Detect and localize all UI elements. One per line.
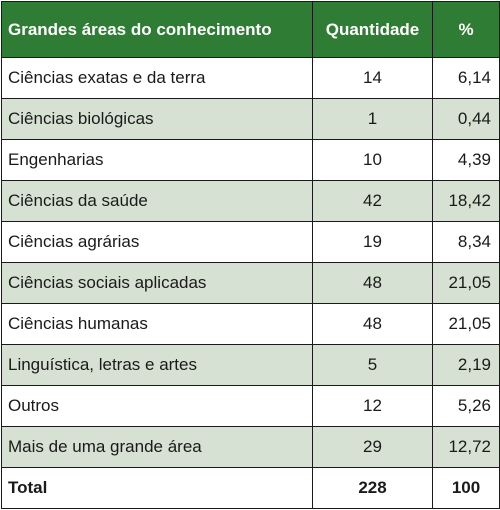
row-percent: 2,19	[432, 344, 500, 386]
row-quantity: 48	[312, 262, 433, 304]
table-row: Mais de uma grande área 29 12,72	[1, 426, 500, 468]
header-row: Grandes áreas do conhecimento Quantidade…	[1, 1, 500, 58]
row-quantity: 1	[312, 98, 433, 140]
row-percent: 5,26	[432, 385, 500, 427]
row-percent: 0,44	[432, 98, 500, 140]
header-area: Grandes áreas do conhecimento	[1, 1, 313, 58]
row-area: Ciências biológicas	[1, 98, 313, 140]
row-percent: 21,05	[432, 262, 500, 304]
row-area: Ciências da saúde	[1, 180, 313, 222]
table-row: Ciências humanas 48 21,05	[1, 303, 500, 345]
row-area: Ciências agrárias	[1, 221, 313, 263]
row-area: Linguística, letras e artes	[1, 344, 313, 386]
row-area: Ciências humanas	[1, 303, 313, 345]
row-quantity: 19	[312, 221, 433, 263]
row-quantity: 14	[312, 57, 433, 99]
row-area: Ciências exatas e da terra	[1, 57, 313, 99]
row-area: Outros	[1, 385, 313, 427]
table-row: Outros 12 5,26	[1, 385, 500, 427]
row-percent: 8,34	[432, 221, 500, 263]
row-quantity: 29	[312, 426, 433, 468]
row-quantity: 12	[312, 385, 433, 427]
row-area: Engenharias	[1, 139, 313, 181]
row-area: Mais de uma grande área	[1, 426, 313, 468]
header-percent: %	[432, 1, 500, 58]
row-percent: 18,42	[432, 180, 500, 222]
row-area: Ciências sociais aplicadas	[1, 262, 313, 304]
row-quantity: 48	[312, 303, 433, 345]
row-percent: 21,05	[432, 303, 500, 345]
table-row: Ciências sociais aplicadas 48 21,05	[1, 262, 500, 304]
total-row: Total 228 100	[1, 467, 500, 509]
total-label: Total	[1, 467, 313, 509]
table-row: Ciências exatas e da terra 14 6,14	[1, 57, 500, 99]
row-quantity: 10	[312, 139, 433, 181]
row-percent: 6,14	[432, 57, 500, 99]
header-quantity: Quantidade	[312, 1, 433, 58]
total-quantity: 228	[312, 467, 433, 509]
table-row: Ciências agrárias 19 8,34	[1, 221, 500, 263]
row-percent: 12,72	[432, 426, 500, 468]
table-row: Ciências biológicas 1 0,44	[1, 98, 500, 140]
total-percent: 100	[432, 467, 500, 509]
row-percent: 4,39	[432, 139, 500, 181]
table-row: Ciências da saúde 42 18,42	[1, 180, 500, 222]
table-row: Linguística, letras e artes 5 2,19	[1, 344, 500, 386]
row-quantity: 42	[312, 180, 433, 222]
table-row: Engenharias 10 4,39	[1, 139, 500, 181]
row-quantity: 5	[312, 344, 433, 386]
